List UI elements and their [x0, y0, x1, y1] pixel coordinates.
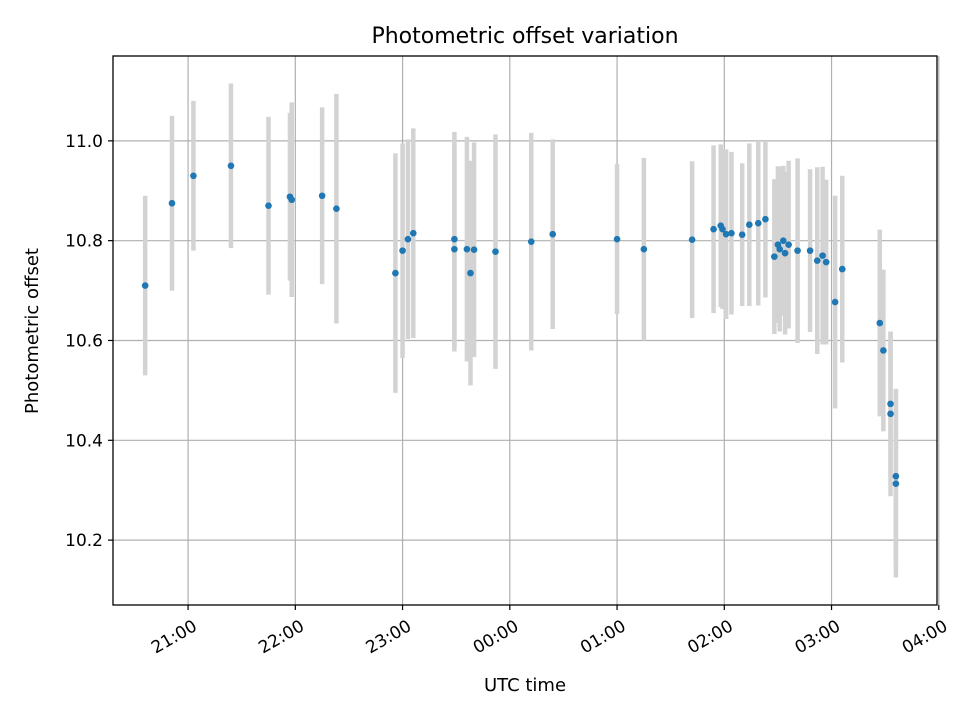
data-point — [728, 229, 735, 237]
x-axis-label: UTC time — [484, 675, 566, 696]
data-point — [794, 247, 801, 254]
error-bars — [142, 83, 899, 578]
data-point — [467, 269, 474, 277]
data-point — [463, 245, 471, 253]
data-point — [746, 221, 753, 228]
grid-lines — [113, 56, 940, 605]
data-point — [754, 219, 762, 227]
x-tick-label: 02:00 — [684, 616, 736, 658]
data-point — [776, 245, 784, 253]
data-point — [719, 225, 726, 233]
data-point — [265, 202, 272, 210]
data-point — [227, 162, 235, 170]
data-point — [779, 237, 787, 244]
data-point — [813, 257, 821, 264]
x-tick-label: 22:00 — [255, 616, 307, 658]
data-point — [527, 238, 535, 245]
data-point — [876, 319, 884, 327]
data-point — [806, 247, 814, 254]
data-point — [451, 235, 458, 243]
x-tick-label: 04:00 — [899, 616, 951, 658]
plot-frame — [112, 55, 938, 606]
y-tick-label: 11.0 — [65, 132, 103, 152]
data-point — [640, 245, 648, 253]
data-point — [892, 472, 900, 480]
x-axis-ticks: 21:00 22:00 23:00 00:00 01:00 02:00 03:00 04:00 — [148, 605, 951, 658]
y-tick-label: 10.4 — [65, 431, 103, 451]
data-point — [762, 215, 769, 223]
data-point — [492, 248, 499, 255]
data-point — [688, 236, 696, 243]
x-tick-label: 21:00 — [148, 616, 200, 658]
data-point — [819, 252, 826, 259]
data-point — [399, 247, 406, 254]
y-tick-label: 10.2 — [65, 531, 103, 551]
x-tick-label: 23:00 — [363, 616, 415, 658]
data-point — [722, 230, 730, 238]
data-point — [318, 192, 326, 200]
data-points — [141, 162, 900, 488]
data-point — [549, 230, 557, 238]
data-point — [771, 253, 778, 260]
data-point — [613, 235, 621, 243]
x-tick-label: 03:00 — [792, 616, 844, 658]
chart-title: Photometric offset variation — [371, 24, 678, 49]
y-tick-label: 10.8 — [65, 232, 103, 252]
data-point — [710, 225, 717, 233]
x-tick-label: 00:00 — [470, 616, 522, 658]
data-point — [451, 245, 458, 253]
data-point — [892, 480, 900, 488]
data-point — [738, 231, 746, 238]
data-point — [785, 241, 792, 248]
data-point — [404, 235, 412, 243]
data-point — [781, 249, 789, 257]
data-point — [168, 199, 176, 207]
data-point — [831, 298, 839, 306]
data-point — [333, 205, 340, 213]
data-point — [880, 347, 887, 354]
data-point — [141, 282, 149, 289]
data-point — [288, 196, 296, 204]
data-point — [887, 400, 894, 408]
y-tick-label: 10.6 — [65, 331, 103, 351]
x-tick-label: 01:00 — [577, 616, 629, 658]
data-point — [190, 172, 197, 180]
data-point — [470, 246, 478, 253]
data-point — [887, 410, 894, 418]
y-axis-ticks: 10.2 10.4 10.6 10.8 11.0 — [65, 132, 113, 551]
y-axis-label: Photometric offset — [22, 248, 43, 414]
data-point — [822, 258, 830, 266]
data-point — [392, 269, 399, 277]
data-point — [838, 265, 846, 273]
data-point — [409, 229, 417, 237]
